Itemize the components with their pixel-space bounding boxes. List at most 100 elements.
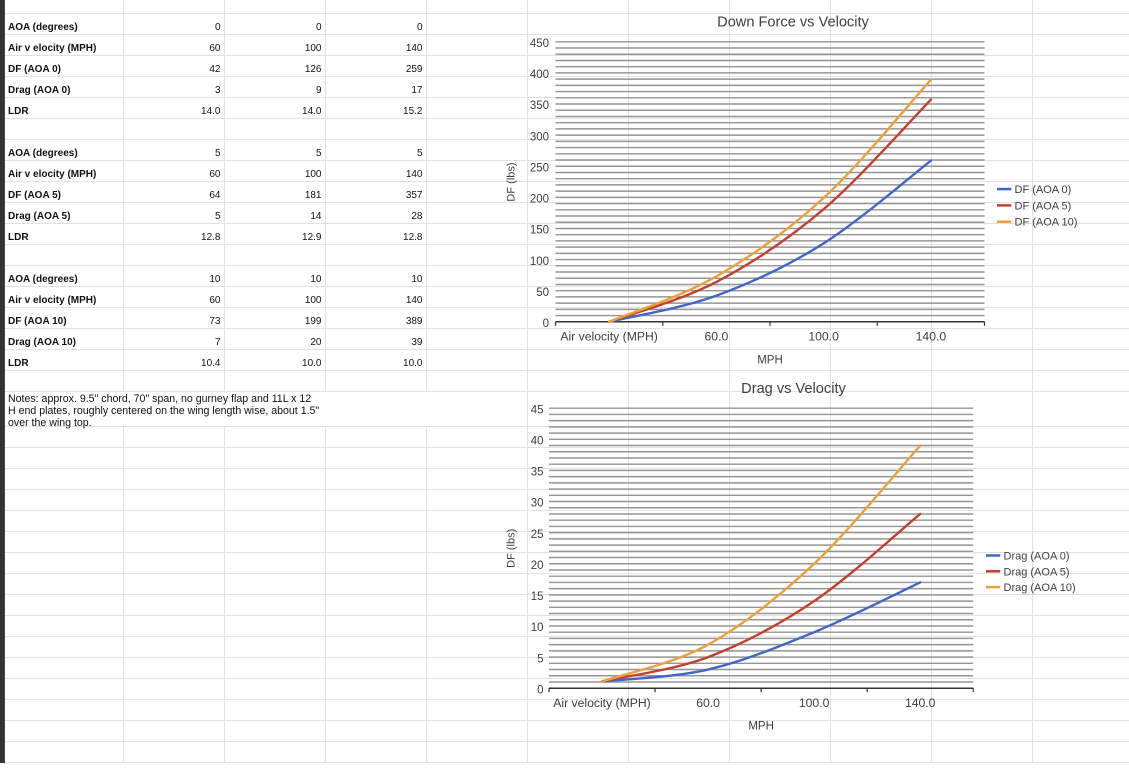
svg-text:181: 181: [305, 190, 322, 201]
svg-text:Drag (AOA 5): Drag (AOA 5): [1004, 566, 1070, 578]
svg-text:60.0: 60.0: [696, 696, 720, 710]
svg-text:100.0: 100.0: [808, 330, 839, 344]
svg-text:DF (AOA 5): DF (AOA 5): [1015, 200, 1072, 212]
svg-text:140.0: 140.0: [905, 696, 936, 710]
svg-text:Drag (AOA 10): Drag (AOA 10): [1004, 582, 1076, 594]
svg-text:LDR: LDR: [8, 358, 29, 369]
svg-text:357: 357: [406, 190, 423, 201]
svg-text:5: 5: [417, 148, 423, 159]
svg-text:Air velocity (MPH): Air velocity (MPH): [560, 330, 658, 344]
svg-text:389: 389: [406, 316, 423, 327]
svg-text:Drag (AOA 0): Drag (AOA 0): [8, 85, 70, 96]
svg-text:10: 10: [209, 274, 221, 285]
svg-text:15.2: 15.2: [403, 106, 423, 117]
svg-text:17: 17: [411, 85, 423, 96]
svg-text:LDR: LDR: [8, 232, 29, 243]
svg-text:0: 0: [316, 22, 322, 33]
svg-text:H end plates, roughly centered: H end plates, roughly centered on the wi…: [8, 405, 319, 417]
svg-text:10.0: 10.0: [302, 358, 322, 369]
svg-text:Drag vs Velocity: Drag vs Velocity: [741, 381, 846, 397]
svg-text:DF (lbs): DF (lbs): [506, 529, 518, 568]
svg-text:39: 39: [411, 337, 423, 348]
svg-text:50: 50: [536, 287, 549, 299]
svg-text:10.0: 10.0: [403, 358, 423, 369]
svg-text:40: 40: [531, 436, 544, 448]
svg-text:Notes: approx. 9.5" chord, 70": Notes: approx. 9.5" chord, 70" span, no …: [8, 393, 311, 405]
svg-text:0: 0: [537, 684, 543, 696]
svg-text:MPH: MPH: [748, 721, 774, 733]
svg-text:25: 25: [531, 529, 544, 541]
svg-text:126: 126: [305, 64, 322, 75]
svg-text:DF (AOA 10): DF (AOA 10): [8, 316, 67, 327]
svg-text:100.0: 100.0: [799, 696, 830, 710]
svg-text:15: 15: [531, 591, 544, 603]
svg-text:450: 450: [530, 38, 549, 50]
svg-text:10.4: 10.4: [201, 358, 221, 369]
svg-text:LDR: LDR: [8, 106, 29, 117]
svg-text:60: 60: [209, 169, 221, 180]
svg-text:AOA (degrees): AOA (degrees): [8, 22, 78, 33]
svg-text:140: 140: [406, 169, 423, 180]
svg-text:Drag (AOA 5): Drag (AOA 5): [8, 211, 70, 222]
svg-text:Air v elocity (MPH): Air v elocity (MPH): [8, 295, 96, 306]
svg-text:5: 5: [537, 653, 543, 665]
svg-text:259: 259: [406, 64, 423, 75]
svg-text:10: 10: [411, 274, 423, 285]
svg-text:140: 140: [406, 295, 423, 306]
svg-text:0: 0: [543, 318, 549, 330]
svg-text:Drag (AOA 10): Drag (AOA 10): [8, 337, 76, 348]
svg-text:60: 60: [209, 43, 221, 54]
svg-text:400: 400: [530, 69, 549, 81]
svg-text:100: 100: [305, 295, 322, 306]
svg-text:30: 30: [531, 498, 544, 510]
svg-text:64: 64: [209, 190, 221, 201]
svg-text:100: 100: [530, 256, 549, 268]
svg-text:10: 10: [310, 274, 322, 285]
svg-text:28: 28: [411, 211, 423, 222]
svg-text:5: 5: [215, 211, 221, 222]
svg-text:12.9: 12.9: [302, 232, 322, 243]
svg-text:7: 7: [215, 337, 221, 348]
svg-text:20: 20: [310, 337, 322, 348]
svg-text:14: 14: [310, 211, 322, 222]
svg-text:60: 60: [209, 295, 221, 306]
svg-text:200: 200: [530, 194, 549, 206]
svg-text:Air v elocity (MPH): Air v elocity (MPH): [8, 169, 96, 180]
svg-text:Air velocity (MPH): Air velocity (MPH): [553, 696, 651, 710]
svg-text:199: 199: [305, 316, 322, 327]
svg-text:DF (lbs): DF (lbs): [506, 162, 518, 201]
svg-text:100: 100: [305, 43, 322, 54]
svg-text:AOA (degrees): AOA (degrees): [8, 274, 78, 285]
svg-text:Drag (AOA 0): Drag (AOA 0): [1004, 551, 1070, 563]
svg-text:100: 100: [305, 169, 322, 180]
svg-text:350: 350: [530, 100, 549, 112]
svg-text:Air v elocity (MPH): Air v elocity (MPH): [8, 43, 96, 54]
svg-text:0: 0: [417, 22, 423, 33]
svg-text:140: 140: [406, 43, 423, 54]
svg-text:over the wing top.: over the wing top.: [8, 417, 92, 429]
svg-text:9: 9: [316, 85, 322, 96]
svg-text:35: 35: [531, 467, 544, 479]
svg-text:DF (AOA 5): DF (AOA 5): [8, 190, 61, 201]
svg-text:14.0: 14.0: [302, 106, 322, 117]
svg-text:45: 45: [531, 404, 544, 416]
svg-text:250: 250: [530, 162, 549, 174]
svg-text:73: 73: [209, 316, 221, 327]
svg-text:5: 5: [215, 148, 221, 159]
svg-text:140.0: 140.0: [916, 330, 947, 344]
svg-text:12.8: 12.8: [403, 232, 423, 243]
svg-text:AOA (degrees): AOA (degrees): [8, 148, 78, 159]
svg-text:DF (AOA 0): DF (AOA 0): [8, 64, 61, 75]
svg-text:0: 0: [215, 22, 221, 33]
svg-text:MPH: MPH: [757, 355, 783, 367]
svg-text:12.8: 12.8: [201, 232, 221, 243]
svg-text:150: 150: [530, 225, 549, 237]
svg-text:DF (AOA 0): DF (AOA 0): [1015, 184, 1072, 196]
svg-text:3: 3: [215, 85, 221, 96]
svg-text:5: 5: [316, 148, 322, 159]
svg-text:20: 20: [531, 560, 544, 572]
svg-text:42: 42: [209, 64, 221, 75]
svg-text:14.0: 14.0: [201, 106, 221, 117]
svg-text:DF (AOA 10): DF (AOA 10): [1015, 217, 1078, 229]
svg-text:10: 10: [531, 622, 544, 634]
